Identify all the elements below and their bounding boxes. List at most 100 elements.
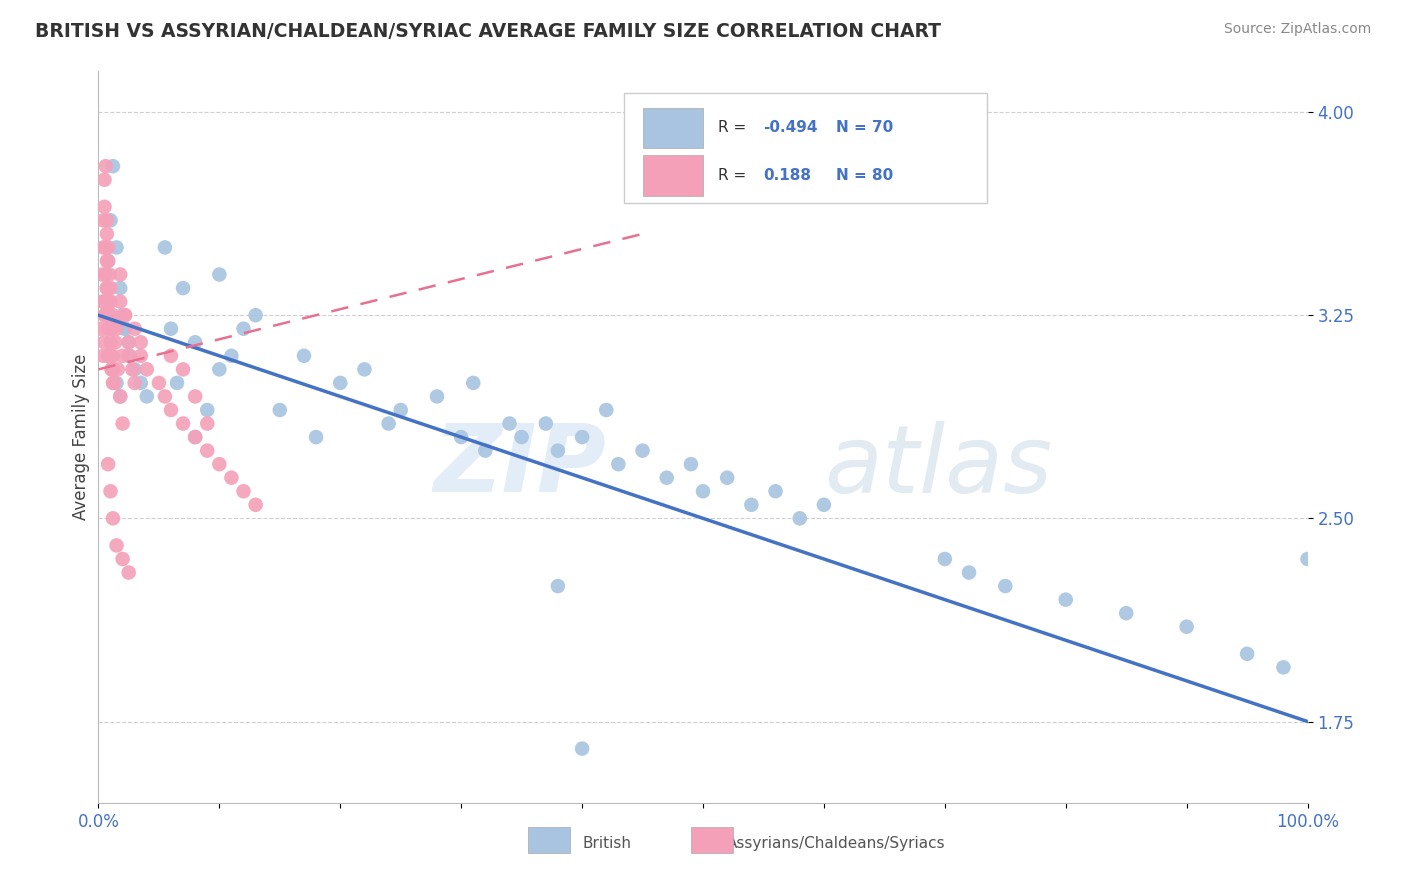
Point [100, 322, 122, 336]
Point [93, 308, 115, 322]
Point [160, 403, 183, 417]
Point [1175, 620, 1198, 634]
Point [101, 362, 124, 376]
Text: atlas: atlas [824, 421, 1052, 512]
Point [129, 335, 152, 350]
Point [91, 240, 114, 254]
Point [118, 335, 141, 350]
Point [97, 349, 120, 363]
Point [108, 281, 131, 295]
Point [101, 159, 124, 173]
Point [93, 200, 115, 214]
Point [184, 430, 207, 444]
Point [232, 322, 254, 336]
Point [994, 579, 1017, 593]
Point [377, 417, 399, 431]
Point [1272, 660, 1295, 674]
FancyBboxPatch shape [527, 827, 569, 853]
Point [93, 335, 115, 350]
Point [91, 213, 114, 227]
Point [184, 389, 207, 403]
Point [153, 389, 176, 403]
Point [94, 159, 117, 173]
Point [740, 498, 762, 512]
Point [101, 308, 124, 322]
Point [789, 511, 811, 525]
Point [118, 335, 141, 350]
Point [91, 294, 114, 309]
Text: British: British [582, 836, 631, 851]
Point [101, 511, 124, 525]
Point [98, 294, 121, 309]
Point [148, 376, 170, 390]
Point [184, 335, 207, 350]
Point [100, 349, 122, 363]
Point [104, 335, 127, 350]
Point [98, 308, 121, 322]
Text: Source: ZipAtlas.com: Source: ZipAtlas.com [1223, 22, 1371, 37]
Point [108, 268, 131, 282]
Point [498, 417, 520, 431]
Point [111, 417, 134, 431]
Point [232, 484, 254, 499]
Point [124, 376, 146, 390]
Point [1054, 592, 1077, 607]
Point [91, 349, 114, 363]
Point [91, 268, 114, 282]
Point [105, 240, 128, 254]
Point [111, 308, 134, 322]
Point [245, 498, 267, 512]
Point [813, 498, 835, 512]
Point [101, 349, 124, 363]
Point [1236, 647, 1258, 661]
Point [208, 362, 231, 376]
Point [184, 430, 207, 444]
Text: BRITISH VS ASSYRIAN/CHALDEAN/SYRIAC AVERAGE FAMILY SIZE CORRELATION CHART: BRITISH VS ASSYRIAN/CHALDEAN/SYRIAC AVER… [35, 22, 941, 41]
Point [534, 417, 557, 431]
Text: N = 80: N = 80 [837, 168, 893, 183]
Point [121, 362, 143, 376]
Point [108, 389, 131, 403]
Point [135, 362, 157, 376]
Point [90, 322, 112, 336]
Text: R =: R = [717, 168, 751, 183]
Point [124, 362, 146, 376]
Point [93, 172, 115, 186]
Point [474, 443, 496, 458]
Point [105, 322, 128, 336]
Point [114, 308, 136, 322]
Point [934, 552, 956, 566]
Point [221, 349, 243, 363]
Point [100, 362, 122, 376]
Point [93, 294, 115, 309]
Point [97, 281, 120, 295]
Point [547, 443, 569, 458]
Y-axis label: Average Family Size: Average Family Size [72, 354, 90, 520]
Point [655, 471, 678, 485]
Text: -0.494: -0.494 [763, 120, 818, 136]
Point [98, 349, 121, 363]
Point [100, 213, 122, 227]
Point [172, 281, 194, 295]
Point [97, 254, 120, 268]
Point [221, 471, 243, 485]
Point [692, 484, 714, 499]
Point [1115, 606, 1137, 620]
Point [135, 389, 157, 403]
Point [94, 308, 117, 322]
Point [94, 240, 117, 254]
Point [631, 443, 654, 458]
Text: Assyrians/Chaldeans/Syriacs: Assyrians/Chaldeans/Syriacs [727, 836, 946, 851]
Point [124, 322, 146, 336]
Point [97, 281, 120, 295]
Point [510, 430, 533, 444]
Point [160, 349, 183, 363]
Point [547, 579, 569, 593]
Point [595, 403, 617, 417]
Point [100, 322, 122, 336]
Point [571, 741, 593, 756]
Point [105, 538, 128, 552]
FancyBboxPatch shape [643, 108, 703, 148]
Point [114, 322, 136, 336]
Point [96, 213, 118, 227]
